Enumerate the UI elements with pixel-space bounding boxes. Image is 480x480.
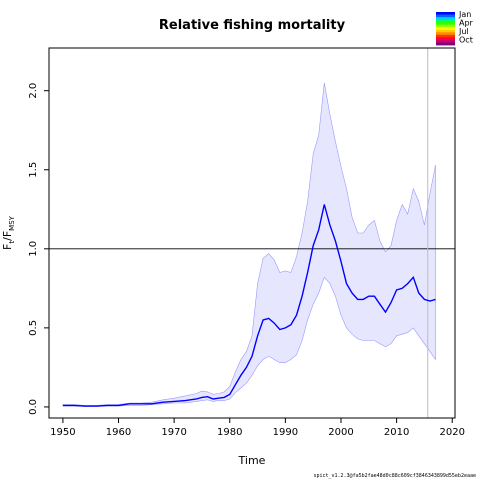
plot-area (48, 47, 456, 419)
legend-color-swatch (436, 27, 455, 31)
legend-label: Jul (458, 27, 469, 36)
x-tick-label: 2000 (328, 427, 353, 438)
legend-color-swatch (436, 12, 455, 15)
legend-label: Apr (459, 19, 474, 28)
x-tick-label: 2020 (439, 427, 464, 438)
x-axis: 1950 1960 1970 1980 1990 2000 2010 2020 (50, 418, 465, 438)
y-tick-label: 0.5 (28, 320, 39, 336)
legend-color-swatch (436, 19, 455, 23)
legend-color-swatch (436, 39, 455, 43)
legend-label: Jan (458, 10, 471, 19)
x-tick-label: 1970 (161, 427, 186, 438)
x-axis-label: Time (238, 454, 266, 467)
version-footnote: spict_v1.2.3@fa5b2fae48d0c88c609cf384634… (313, 473, 476, 479)
y-tick-label: 0.0 (28, 399, 39, 415)
legend-color-swatch (436, 42, 455, 46)
legend-color-swatch (436, 32, 455, 36)
f-ratio-line (62, 204, 436, 407)
plot-border (48, 47, 456, 419)
y-tick-label: 2.0 (28, 83, 39, 99)
legend-color-swatch (436, 34, 455, 38)
y-axis-label: Ft/FMSY (1, 215, 16, 250)
x-tick-label: 1980 (217, 427, 242, 438)
legend-label: Oct (459, 36, 473, 45)
legend-color-swatch (436, 17, 455, 21)
legend-color-swatch (436, 37, 455, 41)
x-tick-label: 2010 (384, 427, 409, 438)
x-tick-label: 1990 (273, 427, 298, 438)
legend-color-swatch (436, 24, 455, 28)
chart-title: Relative fishing mortality (159, 18, 346, 33)
y-axis: 0.0 0.5 1.0 1.5 2.0 (28, 83, 49, 415)
x-tick-label: 1960 (106, 427, 131, 438)
confidence-band (62, 82, 436, 407)
legend-color-swatch (436, 29, 455, 33)
legend-color-swatch (436, 22, 455, 26)
x-tick-label: 1950 (50, 427, 75, 438)
legend-color-swatch (436, 14, 455, 18)
y-tick-label: 1.0 (28, 241, 39, 257)
y-tick-label: 1.5 (28, 162, 39, 178)
